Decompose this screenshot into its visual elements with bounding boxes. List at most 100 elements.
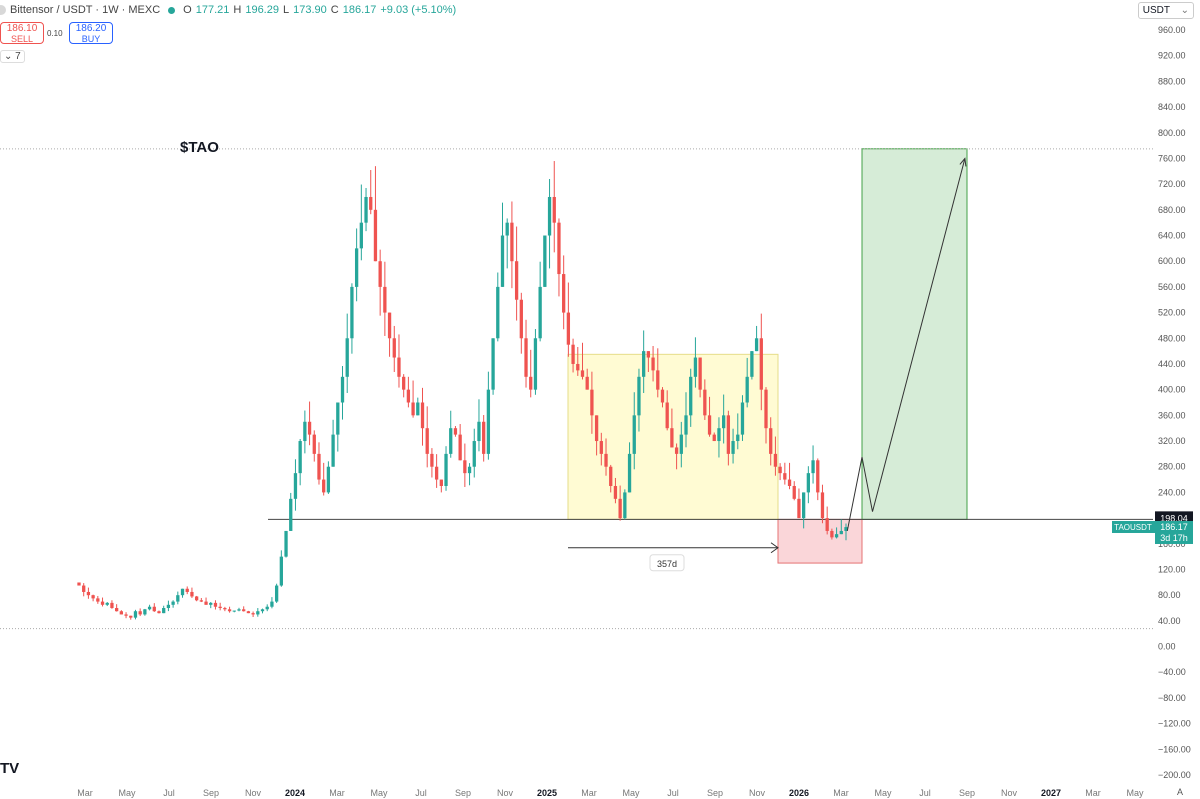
candle-body [303,421,307,442]
candle-body [627,453,632,493]
candle-body [143,609,147,615]
x-tick-label: Jul [667,788,679,798]
candle-body [373,209,378,262]
last-price-tag [1155,520,1193,544]
candle-body [820,492,825,519]
candle-body [529,376,533,390]
candle-body [387,312,392,339]
close-value: 186.17 [342,4,377,16]
candle-body [571,344,575,364]
candle-body [162,608,166,614]
y-tick-label: 40.00 [1158,616,1181,626]
y-tick-label: −120.00 [1158,719,1191,729]
buy-label: BUY [81,34,101,44]
buy-button[interactable]: 186.20 BUY [69,22,113,44]
y-tick-label: 120.00 [1158,564,1186,574]
candle-body [129,615,133,618]
candle-body [472,441,476,467]
tradingview-logo-icon: TV [0,760,20,777]
y-tick-label: 960.00 [1158,25,1186,35]
candle-body [519,299,523,339]
candle-body [133,611,138,618]
y-tick-label: −40.00 [1158,667,1186,677]
candle-body [731,441,735,454]
candle-body [811,460,815,474]
market-status-icon [168,6,176,14]
candle-body [110,602,114,609]
y-tick-label: 760.00 [1158,153,1186,163]
autoscale-button[interactable]: A [1177,787,1184,797]
candle-body [613,485,618,499]
candle-body [496,286,500,339]
zone-target [861,148,968,520]
candle-body [138,611,142,615]
candle-body [246,611,251,614]
candle-body [209,602,213,605]
candle-body [364,196,368,223]
x-tick-label: Nov [497,788,514,798]
candle-body [420,402,425,429]
symbol-title[interactable]: Bittensor / USDT · 1W · MEXC [10,4,161,16]
candle-body [119,611,123,615]
candle-body [354,248,359,287]
candle-body [656,370,660,390]
candle-body [312,434,316,454]
spread-value: 0.10 [47,29,63,38]
candle-body [703,389,707,416]
candle-body [256,611,260,615]
candle-body [637,376,641,416]
candle-body [510,222,514,262]
candle-body [590,389,594,416]
candle-body [114,608,119,612]
y-tick-label: −160.00 [1158,744,1191,754]
y-tick-label: 920.00 [1158,51,1186,61]
close-label: C [330,4,339,16]
sell-button[interactable]: 186.10 SELL [0,22,44,44]
candle-body [359,222,363,249]
candle-body [298,441,302,474]
candle-body [740,402,745,435]
candle-body [406,389,411,403]
candle-body [434,466,439,480]
candle-body [232,610,236,612]
candle-body [533,338,538,390]
y-tick-label: 480.00 [1158,333,1186,343]
y-tick-label: 240.00 [1158,487,1186,497]
candle-body [204,601,208,605]
candle-body [764,389,768,429]
x-tick-label: Sep [959,788,975,798]
candle-body [444,453,448,486]
candle-body [717,428,721,442]
y-tick-label: −80.00 [1158,693,1186,703]
high-value: 196.29 [245,4,279,16]
currency-selector[interactable]: USDT ⌄ [1137,2,1194,19]
symbol-header: Bittensor / USDT · 1W · MEXC O 177.21 H 19… [0,4,456,16]
y-tick-label: 400.00 [1158,385,1186,395]
candle-body [171,601,175,605]
candle-body [274,585,279,602]
x-tick-label: 2024 [285,788,305,798]
measure-label: 357d [657,559,677,569]
candle-body [491,338,495,390]
x-tick-label: May [622,788,640,798]
candle-body [783,473,787,480]
candle-body [251,613,255,615]
candle-body [660,389,665,403]
candle-body [157,611,161,614]
x-tick-label: Nov [749,788,766,798]
candle-body [190,591,194,597]
candle-body [392,338,396,358]
candle-body [778,466,782,474]
candle-body [486,389,491,454]
candle-body [825,518,829,531]
candle-body [350,286,354,339]
candle-body [147,606,152,610]
indicators-toggle[interactable]: ⌄ 7 [0,50,25,63]
buy-price: 186.20 [75,23,107,34]
x-tick-label: 2026 [789,788,809,798]
candle-body [547,196,552,236]
candle-body [100,601,105,605]
candle-body [500,235,505,287]
candle-body [769,428,773,454]
